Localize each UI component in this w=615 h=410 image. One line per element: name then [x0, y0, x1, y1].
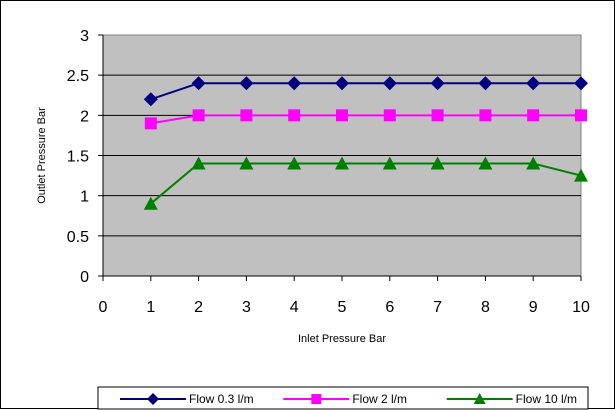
- data-point-diamond: [143, 92, 158, 107]
- data-point-square: [383, 109, 396, 122]
- x-tick-label: 8: [481, 299, 490, 316]
- data-point-diamond: [382, 76, 397, 91]
- legend-label: Flow 0.3 l/m: [189, 392, 254, 406]
- data-point-diamond: [526, 76, 541, 91]
- data-point-square: [192, 109, 205, 122]
- y-tick-label: 3: [80, 28, 89, 45]
- x-tick-label: 5: [338, 299, 347, 316]
- y-tick-label: 1: [80, 189, 89, 206]
- data-point-diamond: [239, 76, 254, 91]
- x-tick-label: 7: [433, 299, 442, 316]
- data-point-diamond: [335, 76, 349, 91]
- data-point-square: [479, 109, 492, 122]
- data-point-triangle: [239, 156, 254, 170]
- x-axis-title: Inlet Pressure Bar: [298, 333, 386, 345]
- x-tick-label: 0: [99, 299, 108, 316]
- data-point-triangle: [287, 156, 302, 170]
- series-line-2: [150, 114, 581, 125]
- legend-marker-diamond: [147, 393, 159, 405]
- data-point-triangle: [478, 156, 493, 170]
- legend-label: Flow 10 l/m: [516, 392, 577, 406]
- data-point-triangle: [382, 156, 397, 170]
- data-point-square: [575, 109, 587, 122]
- x-tick-label: 4: [290, 299, 299, 316]
- x-tick-label: 6: [385, 299, 394, 316]
- data-point-square: [527, 109, 540, 122]
- series-line-1: [150, 82, 581, 101]
- data-point-square: [240, 109, 253, 122]
- y-tick-label: 0.5: [67, 229, 89, 246]
- x-tick-label: 10: [572, 299, 590, 316]
- x-tick-label: 2: [194, 299, 203, 316]
- data-point-triangle: [574, 168, 588, 182]
- data-point-square: [288, 109, 301, 122]
- data-point-triangle: [143, 196, 158, 210]
- series-line-3: [150, 162, 582, 205]
- legend-marker-square: [311, 394, 322, 404]
- data-point-diamond: [478, 76, 493, 91]
- x-tick-label: 3: [242, 299, 251, 316]
- data-point-diamond: [191, 76, 206, 91]
- legend-label: Flow 2 l/m: [352, 392, 407, 406]
- data-point-square: [431, 109, 444, 122]
- data-point-triangle: [430, 156, 445, 170]
- x-tick-label: 1: [146, 299, 155, 316]
- y-tick-label: 2: [80, 108, 89, 125]
- data-point-square: [144, 117, 157, 130]
- y-tick-label: 0: [80, 269, 89, 286]
- data-point-diamond: [287, 76, 302, 91]
- data-point-triangle: [335, 156, 349, 170]
- y-tick-label: 2.5: [67, 68, 89, 85]
- data-point-square: [336, 109, 348, 122]
- data-point-diamond: [574, 76, 588, 91]
- data-point-diamond: [430, 76, 445, 91]
- y-tick-label: 1.5: [67, 149, 89, 166]
- data-point-triangle: [526, 156, 541, 170]
- y-axis-title: Outlet Pressure Bar: [36, 107, 48, 204]
- x-tick-label: 9: [529, 299, 538, 316]
- legend-marker-triangle: [473, 393, 486, 404]
- data-point-triangle: [191, 156, 206, 170]
